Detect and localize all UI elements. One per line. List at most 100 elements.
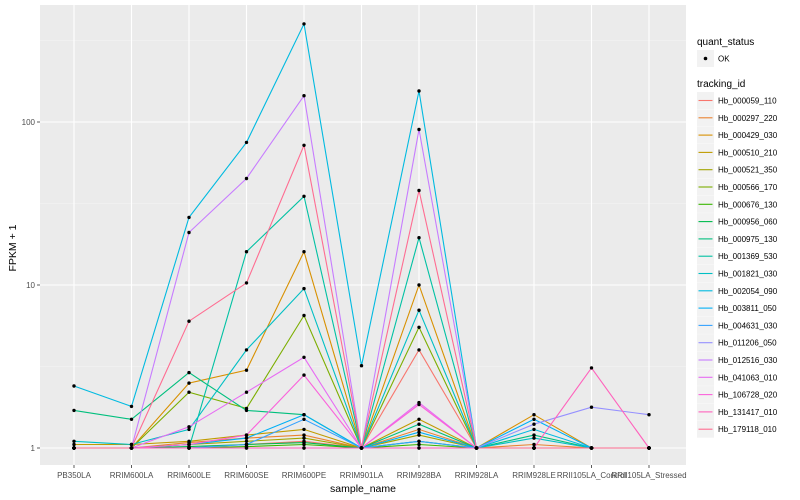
data-point <box>302 427 306 432</box>
data-point <box>302 313 306 318</box>
data-point <box>302 22 306 26</box>
legend-item: Hb_000521_350 <box>697 161 778 179</box>
x-tick-label: RRIM600LA <box>110 471 154 480</box>
data-point <box>187 439 191 443</box>
legend-label: Hb_002054_090 <box>718 287 778 296</box>
legend-item: Hb_000676_130 <box>697 195 778 213</box>
data-point <box>302 413 306 417</box>
data-point <box>417 236 421 240</box>
data-point <box>187 390 191 394</box>
legend-item: Hb_106728_020 <box>697 386 778 404</box>
data-point <box>129 404 134 409</box>
x-tick-label: RRIM600SE <box>224 471 268 480</box>
legend-tracking-title: tracking_id <box>697 79 745 90</box>
legend-item: Hb_000956_060 <box>697 213 778 231</box>
legend-label: Hb_000429_030 <box>718 131 778 140</box>
x-tick-label: RRII105LA_Stressed <box>611 471 686 480</box>
data-point <box>417 427 421 432</box>
data-point <box>417 283 421 287</box>
data-point <box>244 176 249 181</box>
legend-item: Hb_003811_050 <box>697 299 777 317</box>
legend-quant-title: quant_status <box>697 37 754 48</box>
legend-label: Hb_000510_210 <box>718 148 778 157</box>
legend-label: Hb_004631_030 <box>718 321 778 330</box>
data-point <box>417 89 421 93</box>
y-axis-title: FPKM + 1 <box>7 224 19 271</box>
data-point <box>417 446 421 450</box>
data-point <box>302 143 306 147</box>
legend-tracking-id: tracking_id Hb_000059_110Hb_000297_220Hb… <box>697 79 778 438</box>
data-point <box>302 250 306 254</box>
data-point <box>417 308 421 312</box>
data-point <box>244 348 249 352</box>
data-point <box>244 250 249 254</box>
legend-item: Hb_000059_110 <box>697 92 777 109</box>
y-tick-label: 10 <box>26 281 35 290</box>
legend-item: Hb_002054_090 <box>697 282 778 300</box>
data-point <box>187 319 191 323</box>
data-point <box>417 442 421 447</box>
plot-panel <box>40 5 686 465</box>
data-point <box>532 422 536 426</box>
data-point <box>647 446 651 450</box>
data-point <box>302 440 306 445</box>
data-point <box>532 427 536 432</box>
data-point <box>244 442 249 447</box>
data-point <box>647 413 651 417</box>
legend-label: Hb_106728_020 <box>718 391 778 400</box>
legend-item: Hb_000429_030 <box>697 126 778 144</box>
data-point <box>187 381 191 385</box>
legend-item: Hb_179118_010 <box>697 420 777 438</box>
legend-label: Hb_012516_030 <box>718 356 778 365</box>
legend-items: Hb_000059_110 Hb_000297_220 Hb_000429_030 H… <box>697 92 778 438</box>
data-point <box>532 413 536 417</box>
data-point <box>72 384 76 388</box>
legend-label: Hb_000975_130 <box>718 235 778 244</box>
data-point <box>417 127 421 132</box>
data-point <box>187 215 191 220</box>
data-point <box>417 348 421 352</box>
data-point <box>589 366 594 370</box>
data-point <box>302 446 306 450</box>
data-point <box>244 368 249 372</box>
legend-item: Hb_000566_170 <box>697 178 778 196</box>
data-point <box>417 417 421 421</box>
x-tick-label: RRIM600PE <box>282 471 326 480</box>
data-point <box>244 390 249 394</box>
x-axis: PB350LA RRIM600LA RRIM600LE RRIM600SE RRIM60… <box>57 465 687 480</box>
data-point <box>417 430 421 434</box>
data-point <box>417 402 421 407</box>
legend-label: Hb_011206_050 <box>718 339 777 348</box>
data-point <box>244 446 249 450</box>
data-point <box>244 281 249 285</box>
data-point <box>302 436 306 440</box>
legend-quant-label: OK <box>718 55 730 64</box>
data-point <box>72 439 76 443</box>
legend-label: Hb_131417_010 <box>718 408 778 417</box>
data-point <box>72 442 76 447</box>
legend-label: Hb_179118_010 <box>718 425 777 434</box>
data-point <box>72 446 76 450</box>
legend-item: Hb_131417_010 <box>697 403 778 421</box>
data-point <box>129 442 134 447</box>
legend-item: Hb_000510_210 <box>697 143 778 161</box>
data-point <box>187 446 191 450</box>
data-point <box>417 439 421 443</box>
data-point <box>244 140 249 145</box>
data-point <box>72 408 76 413</box>
data-point <box>417 188 421 193</box>
y-tick-label: 1 <box>31 444 36 453</box>
data-point <box>129 417 134 421</box>
data-point <box>302 417 306 421</box>
data-point <box>302 355 306 359</box>
x-axis-title: sample_name <box>330 483 396 495</box>
data-point <box>532 417 536 421</box>
y-tick-label: 100 <box>22 118 36 127</box>
data-point <box>417 433 421 437</box>
legend-item: Hb_001821_030 <box>697 265 778 282</box>
legend-item: Hb_000975_130 <box>697 230 778 248</box>
data-point <box>474 446 479 450</box>
legend-item: Hb_041063_010 <box>697 368 778 386</box>
data-point <box>359 446 364 450</box>
x-tick-label: RRIM928LA <box>455 471 499 480</box>
